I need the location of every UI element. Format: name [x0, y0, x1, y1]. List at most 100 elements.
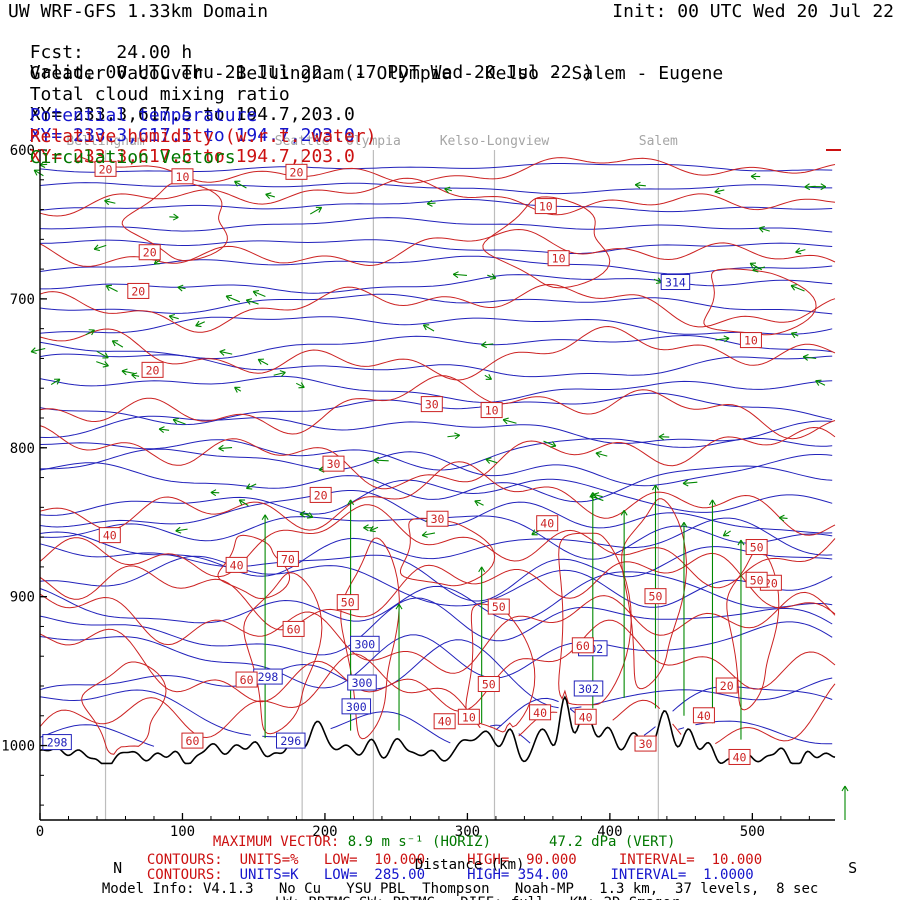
circulation-vectors — [30, 161, 827, 740]
model-info-line: Model Info: V4.1.3 No Cu YSU PBL Thompso… — [85, 867, 818, 897]
legend-cloud-row: Total cloud mixing ratio XY= 233.3,617.5… — [8, 65, 894, 125]
route-row: Greater Vacouver - Bellingham - Olympia … — [8, 44, 894, 84]
svg-text:30: 30 — [431, 512, 445, 526]
svg-text:1000: 1000 — [1, 739, 35, 755]
valid-time: Valid: 00 UTC Thu 21 Jul 22 (17 PDT Wed … — [29, 62, 594, 83]
max-vector-horiz: 8.9 m s⁻¹ (HORIZ) — [339, 834, 492, 850]
svg-text:0: 0 — [36, 824, 44, 840]
svg-text:40: 40 — [230, 558, 244, 572]
svg-text:50: 50 — [750, 573, 764, 587]
contour-labels: 3142983003003003022982963022010202020101… — [42, 160, 782, 765]
legend-rh-label: Relative humidity (w.r.t. water) — [29, 126, 377, 147]
svg-text:20: 20 — [131, 284, 145, 298]
legend-theta-row: Potential temperature XY= 233.3,617.5 to… — [8, 86, 894, 146]
svg-text:40: 40 — [103, 529, 117, 543]
north-end-text: N — [113, 859, 123, 877]
svg-text:Olympia: Olympia — [346, 134, 401, 149]
svg-text:40: 40 — [579, 710, 593, 724]
svg-text:300: 300 — [346, 700, 367, 714]
svg-text:60: 60 — [186, 734, 200, 748]
svg-text:20: 20 — [290, 165, 304, 179]
north-end-label: N — [95, 846, 122, 876]
fcst-hour: Fcst: 24.00 h — [29, 42, 193, 63]
legend-theta-label: Potential temperature — [29, 105, 258, 126]
contours-theta-rest: UNITS=K LOW= 285.00 HIGH= 354.00 INTERVA… — [222, 867, 754, 883]
svg-text:20: 20 — [314, 488, 328, 502]
svg-text:20: 20 — [143, 246, 157, 260]
svg-text:600: 600 — [10, 143, 35, 159]
svg-text:40: 40 — [540, 517, 554, 531]
svg-text:Salem: Salem — [639, 134, 678, 149]
svg-text:298: 298 — [47, 736, 68, 750]
svg-text:40: 40 — [533, 706, 547, 720]
svg-text:50: 50 — [649, 590, 663, 604]
svg-text:30: 30 — [639, 737, 653, 751]
legend-theta-xy: XY= 233.3,617.5 to 194.7,203.0 — [29, 125, 355, 146]
rh-contours — [39, 155, 836, 755]
contours-theta-label: CONTOURS: — [146, 867, 223, 883]
south-end-label: S — [830, 846, 857, 876]
svg-text:302: 302 — [578, 682, 599, 696]
svg-text:50: 50 — [341, 596, 355, 610]
svg-text:20: 20 — [99, 162, 113, 176]
svg-text:20: 20 — [720, 679, 734, 693]
svg-text:40: 40 — [438, 715, 452, 729]
svg-text:10: 10 — [552, 252, 566, 266]
svg-text:50: 50 — [492, 600, 506, 614]
init-time: Init: 00 UTC Wed 20 Jul 22 — [612, 1, 894, 22]
svg-text:Kelso-Longview: Kelso-Longview — [440, 134, 550, 149]
svg-text:500: 500 — [740, 824, 765, 840]
svg-text:30: 30 — [327, 457, 341, 471]
svg-text:10: 10 — [176, 170, 190, 184]
svg-text:296: 296 — [280, 734, 301, 748]
svg-text:70: 70 — [281, 552, 295, 566]
svg-text:20: 20 — [146, 363, 160, 377]
svg-text:Bellingham: Bellingham — [66, 134, 144, 149]
model-info-text: Model Info: V4.1.3 No Cu YSU PBL Thompso… — [101, 881, 819, 897]
contours-theta-line: CONTOURS: UNITS=K LOW= 285.00 HIGH= 354.… — [130, 853, 754, 883]
svg-text:300: 300 — [354, 637, 375, 651]
svg-text:10: 10 — [485, 404, 499, 418]
contours-rh-line: CONTOURS: UNITS=% LOW= 10.000 HIGH= 90.0… — [130, 838, 762, 868]
max-vector-vert: 47.2 dPa (VERT) — [549, 834, 676, 850]
svg-text:300: 300 — [455, 824, 480, 840]
legend-vectors-row: Circulation Vectors — [8, 128, 894, 168]
svg-text:60: 60 — [240, 673, 254, 687]
svg-text:60: 60 — [576, 639, 590, 653]
legend-cloud-xy: XY= 233.3,617.5 to 194.7,203.0 — [29, 104, 355, 125]
svg-text:40: 40 — [733, 750, 747, 764]
reference-vector-arrow — [841, 785, 849, 820]
max-vector-label: MAXIMUM VECTOR: — [212, 834, 340, 850]
title-row: UW WRF-GFS 1.33km Domain Init: 00 UTC We… — [8, 2, 894, 22]
svg-text:100: 100 — [170, 824, 195, 840]
max-vector-line: MAXIMUM VECTOR: 8.9 m s⁻¹ (HORIZ) 47.2 dP… — [196, 820, 676, 850]
svg-text:314: 314 — [665, 276, 686, 290]
legend-vectors-label: Circulation Vectors — [29, 147, 236, 168]
physics-line: LW: RRTMG SW: RRTMG DIFF: full KM: 2D Sm… — [258, 881, 680, 900]
svg-text:30: 30 — [425, 398, 439, 412]
svg-text:50: 50 — [482, 678, 496, 692]
axes: 600 700 800 900 1000 0 100 200 300 400 500 — [1, 143, 835, 840]
route-title: Greater Vacouver - Bellingham - Olympia … — [29, 63, 724, 84]
fcst-row: Fcst: 24.00 h Valid: 00 UTC Thu 21 Jul 2… — [8, 23, 894, 83]
contours-rh-text: CONTOURS: UNITS=% LOW= 10.000 HIGH= 90.0… — [146, 852, 763, 868]
svg-text:Seattle: Seattle — [275, 134, 330, 149]
svg-text:700: 700 — [10, 292, 35, 308]
svg-text:400: 400 — [597, 824, 622, 840]
figure-title: UW WRF-GFS 1.33km Domain — [8, 1, 269, 22]
svg-text:10: 10 — [539, 200, 553, 214]
svg-text:50: 50 — [750, 541, 764, 555]
legend-rh-row: Relative humidity (w.r.t. water) XY= 233… — [8, 107, 894, 167]
svg-text:200: 200 — [312, 824, 337, 840]
x-axis-title: Distance (km) — [398, 843, 525, 873]
x-axis-title-text: Distance (km) — [414, 857, 525, 873]
svg-text:900: 900 — [10, 590, 35, 606]
svg-text:40: 40 — [697, 709, 711, 723]
svg-text:800: 800 — [10, 441, 35, 457]
svg-text:298: 298 — [258, 670, 279, 684]
svg-text:10: 10 — [744, 334, 758, 348]
svg-text:300: 300 — [352, 676, 373, 690]
svg-text:60: 60 — [287, 622, 301, 636]
